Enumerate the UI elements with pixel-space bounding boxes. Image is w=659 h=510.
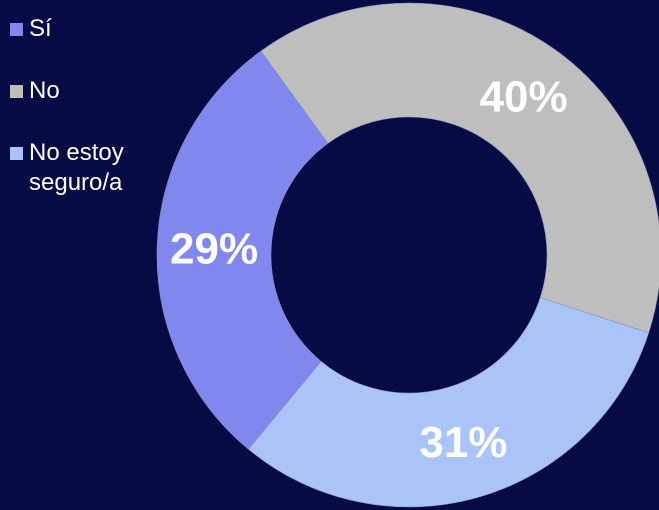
legend-swatch-no-estoy-seguro [10,147,23,160]
donut-slice-no-estoy-seguro [247,297,650,508]
data-label-no: 40% [480,73,568,122]
donut-slice-si [156,50,329,450]
legend-item-no-estoy-seguro: No estoy seguro/a [10,138,149,198]
legend-label-no-estoy-seguro: No estoy seguro/a [29,139,124,196]
legend-swatch-si [10,23,23,36]
legend-item-no: No [10,76,149,106]
donut-slice-no [260,2,659,334]
data-label-si: 29% [170,224,258,273]
legend: Sí No No estoy seguro/a [10,14,149,198]
data-label-no-estoy-seguro: 31% [419,418,507,467]
legend-item-si: Sí [10,14,149,44]
legend-swatch-no [10,85,23,98]
legend-label-no: No [29,77,60,104]
legend-label-si: Sí [29,15,52,42]
